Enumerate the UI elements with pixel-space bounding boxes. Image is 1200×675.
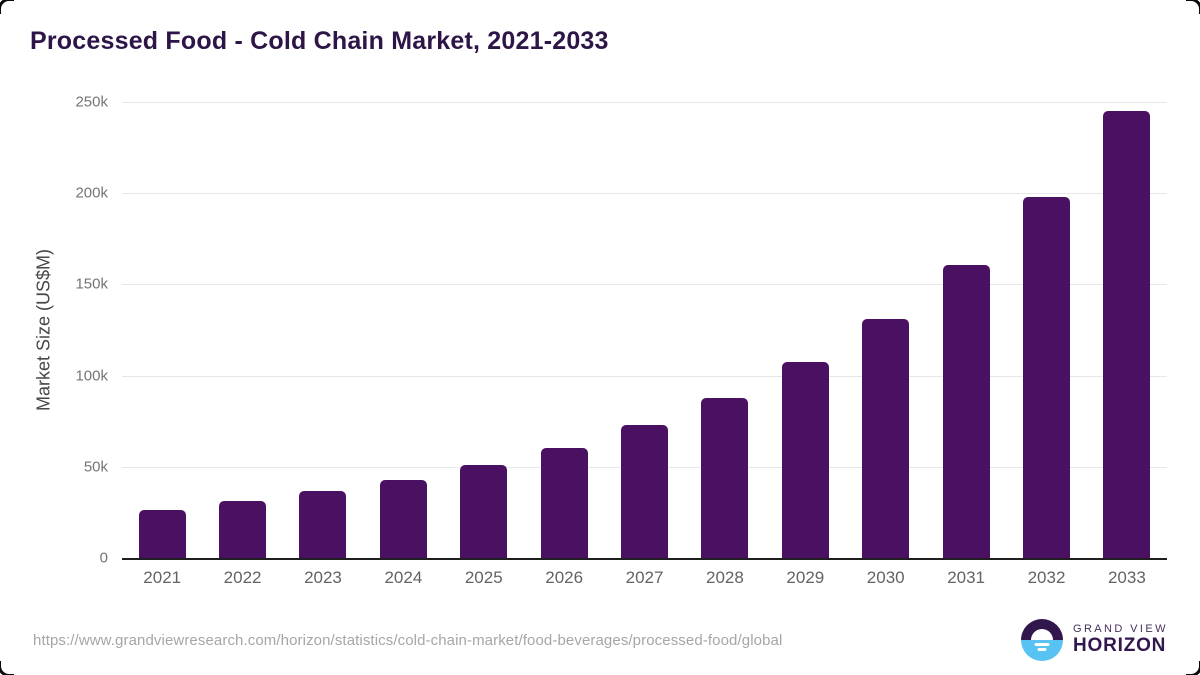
bar-slot-2025: [444, 102, 524, 558]
x-label-2031: 2031: [947, 568, 986, 587]
bar-2033[interactable]: [1103, 111, 1151, 558]
y-tick-200k: 200k: [75, 184, 108, 202]
gridline-200k: [122, 193, 1167, 195]
x-label-2024: 2024: [384, 568, 423, 587]
x-label-2026: 2026: [545, 568, 584, 587]
bar-slot-2026: [524, 102, 604, 558]
bar-2021[interactable]: [138, 509, 186, 558]
bar-2029[interactable]: [781, 361, 829, 558]
bar-2027[interactable]: [621, 424, 669, 558]
bar-2023[interactable]: [299, 491, 347, 558]
bar-series: [122, 102, 1167, 558]
grandview-horizon-logo: GRAND VIEW HORIZON: [1021, 618, 1168, 662]
logo-text-horizon: HORIZON: [1073, 635, 1167, 657]
bar-slot-2023: [283, 102, 363, 558]
x-label-2029: 2029: [786, 568, 825, 587]
bar-2025[interactable]: [460, 464, 508, 558]
y-tick-0: 0: [99, 549, 108, 567]
bar-2026[interactable]: [540, 447, 588, 558]
corner-mark-top-left: [0, 0, 14, 14]
x-label-2033: 2033: [1107, 568, 1146, 587]
bar-slot-2030: [846, 102, 926, 558]
x-label-2023: 2023: [304, 568, 342, 587]
bar-slot-2033: [1087, 102, 1167, 558]
x-label-2028: 2028: [706, 568, 744, 587]
chart-title: Processed Food - Cold Chain Market, 2021…: [30, 27, 609, 55]
bar-slot-2029: [765, 102, 845, 558]
corner-mark-top-right: [1186, 0, 1200, 14]
bar-slot-2024: [363, 102, 443, 558]
bar-2028[interactable]: [701, 397, 749, 558]
corner-mark-bottom-left: [0, 661, 14, 675]
bar-slot-2031: [926, 102, 1006, 558]
x-label-2025: 2025: [464, 568, 503, 587]
bar-2022[interactable]: [219, 501, 267, 558]
corner-mark-bottom-right: [1186, 661, 1200, 675]
bar-slot-2028: [685, 102, 765, 558]
gridline-150k: [122, 284, 1167, 286]
y-tick-100k: 100k: [75, 367, 108, 385]
x-label-2027: 2027: [625, 568, 664, 587]
horizon-sun-icon: [1021, 619, 1063, 661]
y-tick-50k: 50k: [83, 458, 108, 476]
y-tick-150k: 150k: [75, 275, 108, 293]
bar-slot-2032: [1006, 102, 1086, 558]
bar-2032[interactable]: [1022, 196, 1070, 558]
x-label-2030: 2030: [866, 568, 905, 587]
bar-2024[interactable]: [379, 479, 427, 558]
x-label-2021: 2021: [143, 568, 182, 587]
bar-slot-2021: [122, 102, 202, 558]
bar-2030[interactable]: [862, 319, 910, 558]
x-label-2022: 2022: [223, 568, 262, 587]
bar-2031[interactable]: [942, 265, 990, 558]
x-axis-labels: 2021 2022 2023 2024 2025 2026 2027 2028 2029 2030…: [122, 568, 1167, 588]
y-tick-250k: 250k: [75, 93, 108, 111]
source-url: https://www.grandviewresearch.com/horizo…: [33, 632, 783, 649]
bar-slot-2022: [202, 102, 282, 558]
bar-slot-2027: [604, 102, 684, 558]
gridline-250k: [122, 102, 1167, 103]
gridline-100k: [122, 375, 1167, 377]
x-label-2032: 2032: [1027, 568, 1066, 587]
plot-area: 250k 200k 150k 100k 50k 0: [75, 94, 1167, 567]
y-axis-title: Market Size (US$M): [33, 248, 54, 412]
logo-text-grand-view: GRAND VIEW: [1073, 622, 1168, 635]
